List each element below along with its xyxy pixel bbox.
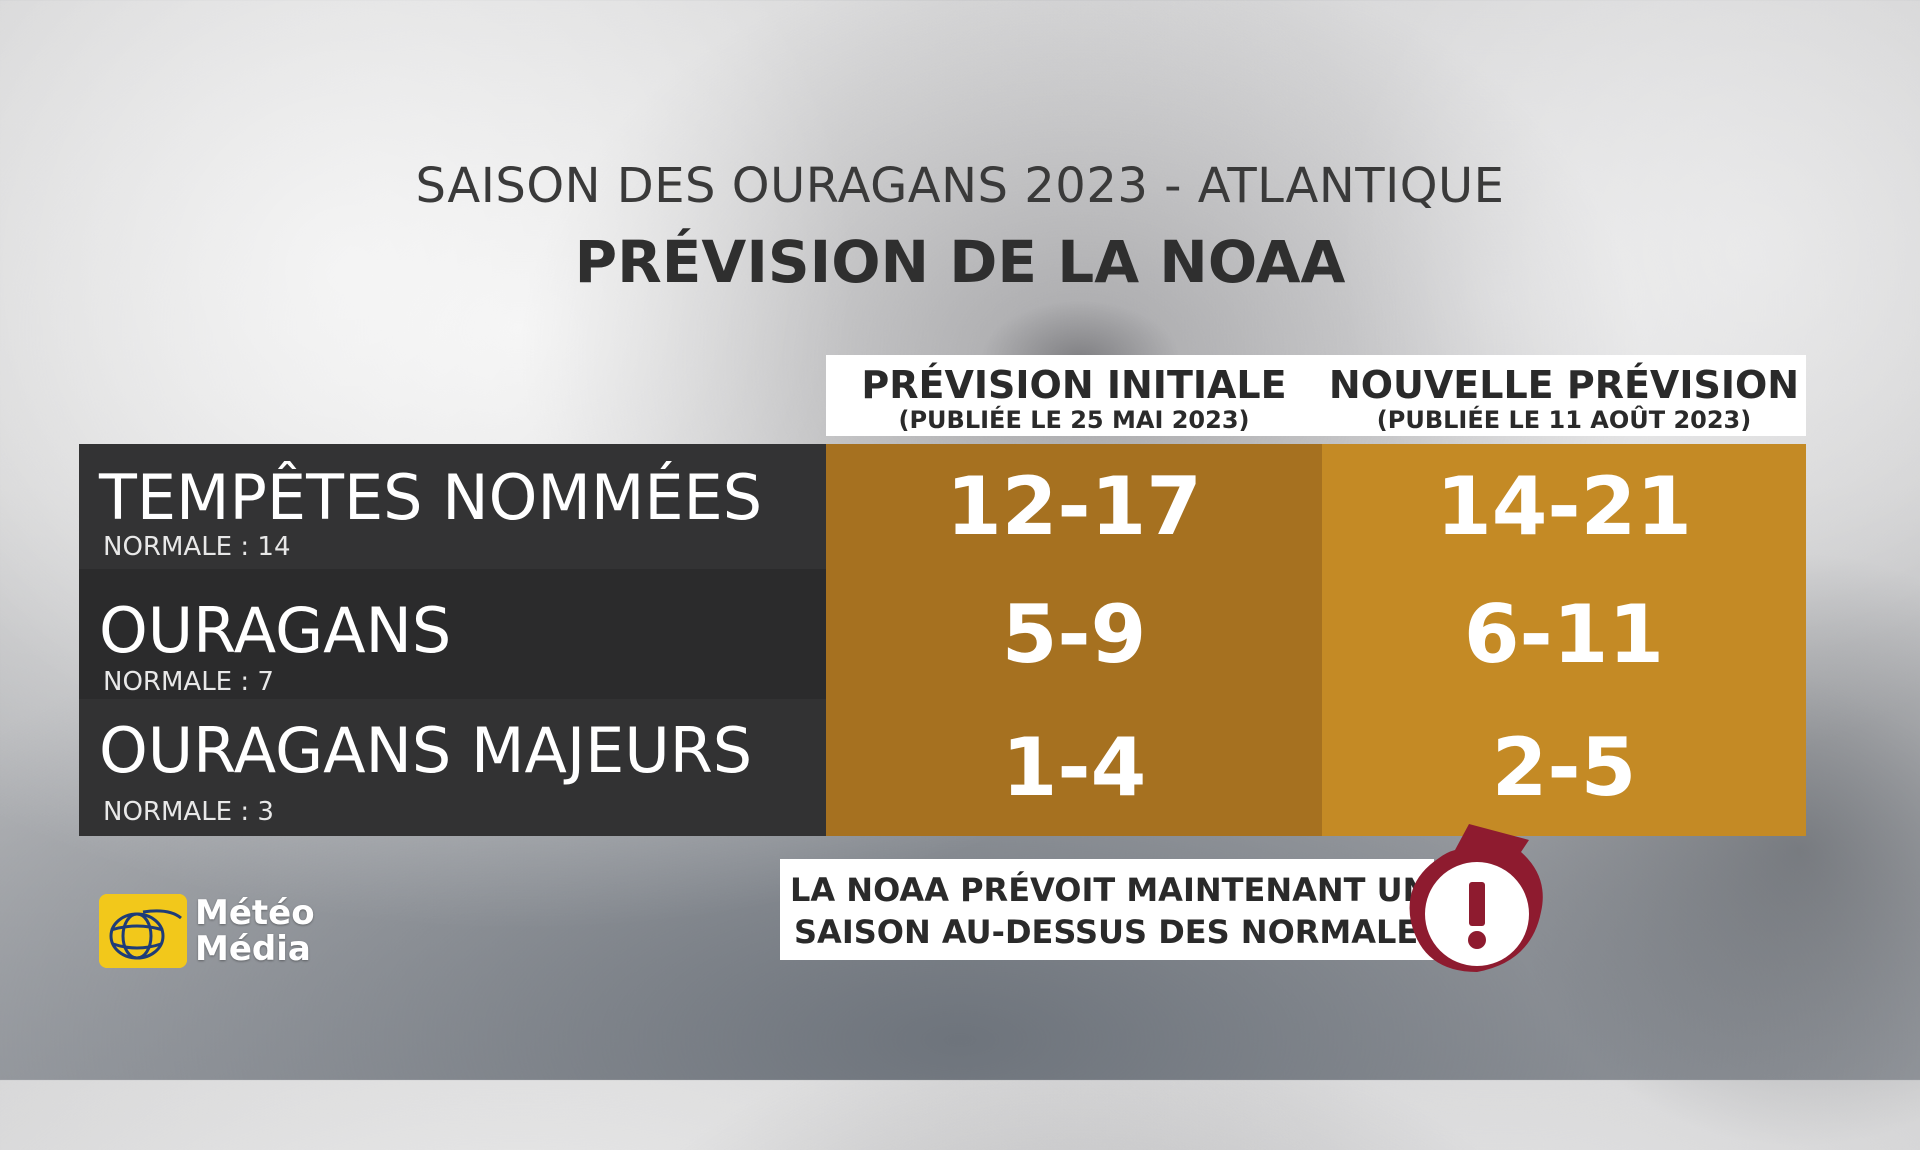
logo-word: Météo [195, 893, 315, 933]
graphic-title: SAISON DES OURAGANS 2023 - ATLANTIQUE [415, 158, 1505, 214]
row-normal: NORMALE : 14 [103, 532, 291, 562]
graphic-subtitle: PRÉVISION DE LA NOAA [574, 228, 1346, 296]
forecast-table: TEMPÊTES NOMMÉES NORMALE : 14 12-17 14-2… [79, 444, 1806, 836]
table-row: OURAGANS MAJEURS NORMALE : 3 1-4 2-5 [79, 699, 1806, 836]
column-header-initial: PRÉVISION INITIALE (PUBLIÉE LE 25 MAI 20… [826, 355, 1322, 436]
table-row: OURAGANS NORMALE : 7 5-9 6-11 [79, 569, 1806, 699]
new-forecast-value: 2-5 [1322, 699, 1806, 836]
row-label-cell: OURAGANS MAJEURS NORMALE : 3 [79, 699, 826, 836]
exclamation-icon [1409, 824, 1543, 972]
initial-forecast-value: 12-17 [826, 444, 1322, 569]
column-header-date: (PUBLIÉE LE 11 AOÛT 2023) [1376, 406, 1752, 434]
callout-text-line: SAISON AU-DESSUS DES NORMALES [794, 913, 1442, 951]
row-normal: NORMALE : 7 [103, 667, 274, 697]
logo-word: Média [195, 929, 311, 969]
new-forecast-value: 6-11 [1322, 569, 1806, 699]
initial-forecast-value: 1-4 [826, 699, 1322, 836]
row-label: OURAGANS [99, 594, 452, 667]
globe-logo-icon [99, 894, 187, 968]
column-header-label: NOUVELLE PRÉVISION [1328, 363, 1800, 407]
table-row: TEMPÊTES NOMMÉES NORMALE : 14 12-17 14-2… [79, 444, 1806, 569]
row-label-cell: OURAGANS NORMALE : 7 [79, 569, 826, 699]
row-label: TEMPÊTES NOMMÉES [99, 461, 763, 534]
initial-forecast-value: 5-9 [826, 569, 1322, 699]
column-header-label: PRÉVISION INITIALE [861, 363, 1287, 407]
row-label: OURAGANS MAJEURS [99, 714, 753, 787]
column-header-date: (PUBLIÉE LE 25 MAI 2023) [898, 406, 1250, 434]
row-label-cell: TEMPÊTES NOMMÉES NORMALE : 14 [79, 444, 826, 569]
column-header-new: NOUVELLE PRÉVISION (PUBLIÉE LE 11 AOÛT 2… [1322, 355, 1806, 436]
new-forecast-value: 14-21 [1322, 444, 1806, 569]
callout-note: LA NOAA PRÉVOIT MAINTENANT UNE SAISON AU… [780, 859, 1451, 960]
callout-text-line: LA NOAA PRÉVOIT MAINTENANT UNE [790, 871, 1452, 909]
row-normal: NORMALE : 3 [103, 797, 274, 827]
meteo-media-logo: Météo Média [99, 894, 339, 970]
